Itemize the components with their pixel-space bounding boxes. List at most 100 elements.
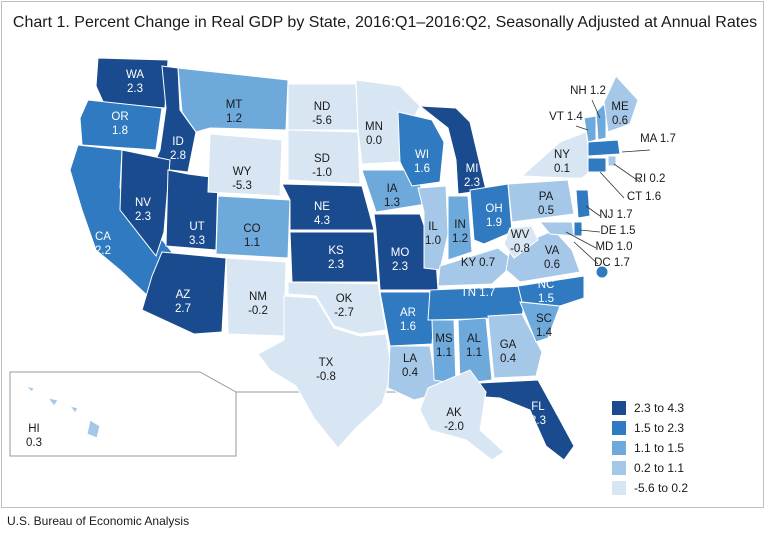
state-value-mo: 2.3 — [392, 261, 408, 273]
state-value-hi: 0.3 — [26, 437, 42, 449]
state-al — [457, 317, 493, 385]
state-or — [79, 99, 163, 151]
state-co — [215, 195, 291, 259]
state-me — [603, 75, 639, 133]
state-abbr-ar: AR — [400, 307, 416, 319]
state-nj — [575, 189, 591, 219]
state-ar — [379, 291, 437, 347]
legend-label: 1.5 to 2.3 — [634, 421, 685, 435]
state-value-ms: 1.1 — [436, 347, 452, 359]
state-label-tn: TN 1.7 — [461, 287, 496, 299]
state-abbr-wa: WA — [126, 69, 144, 81]
legend-swatch — [612, 441, 626, 455]
state-abbr-mt: MT — [226, 99, 243, 111]
state-hi — [24, 385, 101, 439]
state-value-ny: 0.1 — [554, 163, 570, 175]
state-value-nd: -5.6 — [312, 115, 332, 127]
state-abbr-mn: MN — [365, 121, 383, 133]
state-abbr-pa: PA — [539, 191, 554, 203]
state-label-dc: DC 1.7 — [594, 257, 630, 269]
chart-title: Chart 1. Percent Change in Real GDP by S… — [12, 14, 758, 31]
state-ct — [587, 157, 607, 173]
state-abbr-sc: SC — [536, 313, 552, 325]
state-sd — [287, 129, 361, 185]
state-abbr-id: ID — [172, 136, 184, 148]
state-abbr-nc: NC — [538, 279, 555, 291]
state-ga — [487, 313, 543, 379]
legend-swatch — [612, 401, 626, 415]
state-label-nh: NH 1.2 — [570, 85, 606, 97]
state-value-nc: 1.5 — [538, 293, 554, 305]
state-value-ca: 2.2 — [95, 245, 111, 257]
state-wv — [503, 225, 539, 259]
state-value-in: 1.2 — [452, 233, 468, 245]
legend-label: 2.3 to 4.3 — [634, 401, 685, 415]
state-label-md: MD 1.0 — [595, 241, 632, 253]
state-value-ak: -2.0 — [444, 421, 464, 433]
legend-label: 1.1 to 1.5 — [634, 441, 685, 455]
state-abbr-fl: FL — [531, 401, 545, 413]
state-value-ia: 1.3 — [384, 197, 400, 209]
state-value-sd: -1.0 — [312, 167, 332, 179]
state-abbr-sd: SD — [314, 153, 330, 165]
state-nv — [119, 149, 171, 258]
state-abbr-ny: NY — [554, 149, 570, 161]
leader-dc — [573, 241, 599, 265]
state-ok — [287, 281, 387, 335]
leader-nh — [591, 99, 601, 119]
state-abbr-ia: IA — [387, 183, 398, 195]
state-abbr-nm: NM — [249, 291, 267, 303]
state-vt — [583, 115, 597, 143]
state-abbr-va: VA — [545, 245, 560, 257]
legend-swatch — [612, 461, 626, 475]
legend: 2.3 to 4.3 1.5 to 2.3 1.1 to 1.5 0.2 to 1.1… — [612, 398, 688, 498]
state-shapes — [24, 57, 639, 461]
state-ne — [281, 183, 375, 231]
legend-item: 1.1 to 1.5 — [612, 438, 688, 458]
state-abbr-ms: MS — [435, 333, 453, 345]
state-label-ky: KY 0.7 — [461, 257, 495, 269]
leader-ri — [613, 163, 641, 183]
state-in — [447, 195, 473, 261]
state-abbr-nv: NV — [135, 197, 151, 209]
state-value-co: 1.1 — [244, 237, 260, 249]
leader-ct — [599, 171, 625, 199]
state-abbr-or: OR — [111, 111, 128, 123]
state-value-sc: 1.4 — [536, 327, 553, 339]
state-ky — [437, 247, 517, 287]
state-value-wa: 2.3 — [127, 83, 143, 95]
state-abbr-wi: WI — [415, 149, 429, 161]
state-value-nm: -0.2 — [248, 305, 268, 317]
state-id — [151, 65, 197, 173]
state-label-vt: VT 1.4 — [549, 111, 583, 123]
state-value-me: 0.6 — [612, 115, 628, 127]
state-label-ri: RI 0.2 — [635, 173, 666, 185]
state-abbr-hi: HI — [28, 423, 40, 435]
legend-swatch — [612, 421, 626, 435]
state-abbr-tx: TX — [319, 357, 334, 369]
state-abbr-ak: AK — [446, 407, 462, 419]
state-value-ga: 0.4 — [500, 353, 517, 365]
state-abbr-me: ME — [611, 101, 629, 113]
state-value-ut: 3.3 — [189, 235, 205, 247]
state-ma — [587, 139, 621, 157]
legend-item: 1.5 to 2.3 — [612, 418, 688, 438]
leader-md — [565, 231, 597, 249]
state-abbr-al: AL — [467, 333, 482, 345]
state-pa — [507, 179, 575, 223]
leader-ma — [621, 149, 651, 153]
state-mt — [177, 67, 289, 133]
state-value-wy: -5.3 — [232, 180, 252, 192]
state-value-az: 2.7 — [175, 303, 191, 315]
state-ri — [607, 155, 617, 167]
state-value-ar: 1.6 — [400, 321, 416, 333]
state-value-wi: 1.6 — [414, 163, 430, 175]
state-nh — [595, 100, 607, 141]
state-abbr-nd: ND — [314, 101, 331, 113]
leader-vt — [575, 125, 589, 131]
state-abbr-il: IL — [428, 221, 438, 233]
leader-nj — [585, 205, 601, 217]
state-abbr-mo: MO — [391, 247, 410, 259]
state-de — [573, 221, 583, 237]
state-value-pa: 0.5 — [538, 205, 554, 217]
